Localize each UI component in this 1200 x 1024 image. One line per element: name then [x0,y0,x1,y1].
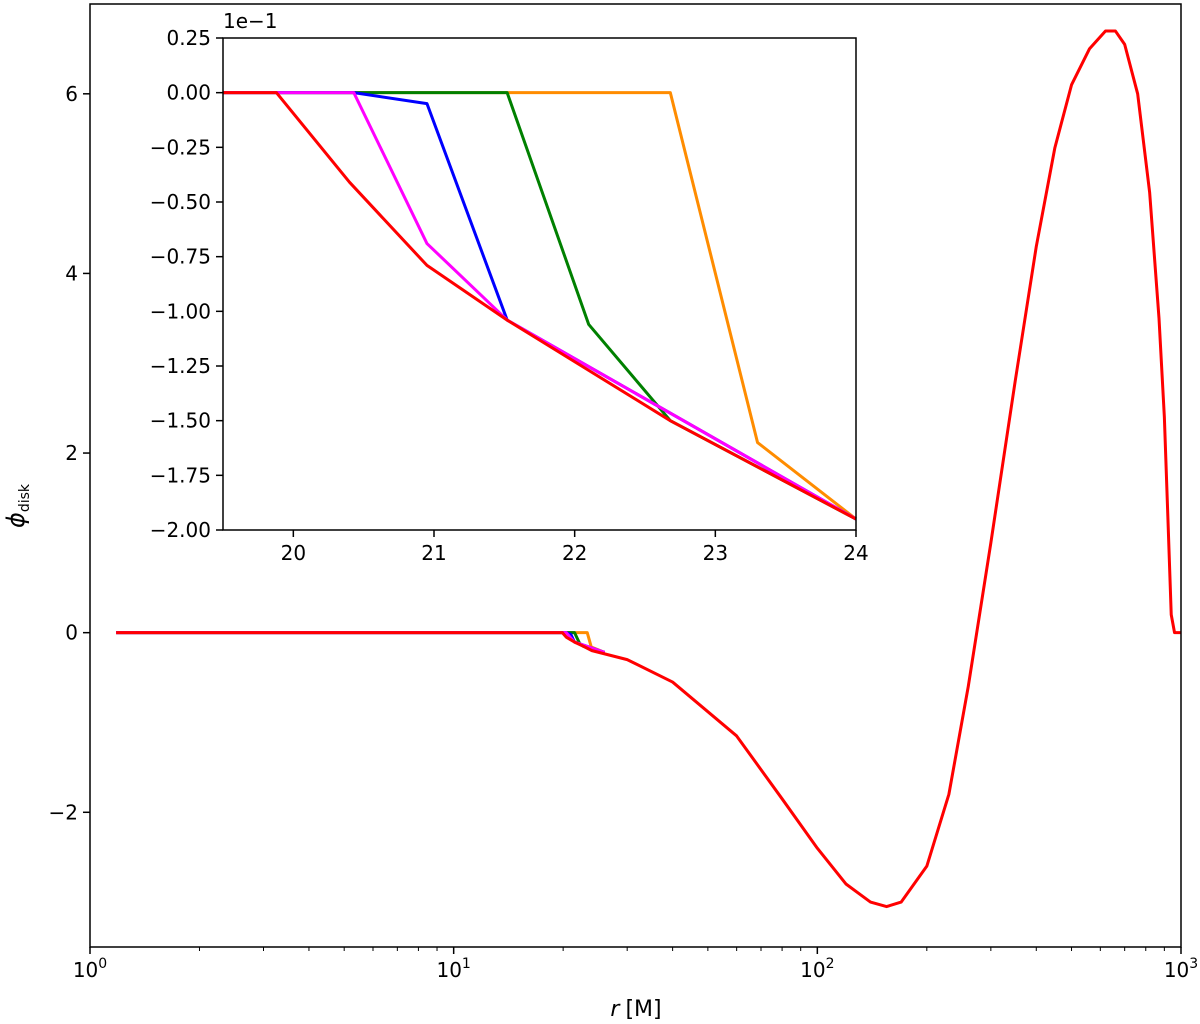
inset-background [223,38,856,530]
inset-x-tick-label-3: 23 [703,541,728,565]
main-x-ticks: 100 101 102 103 [73,947,1198,982]
main-y-tick-label-2: 2 [65,441,78,465]
inset-y-tick-label-8: −1.75 [150,463,211,487]
main-series-line-0 [116,631,606,654]
inset-x-tick-label-1: 21 [421,541,446,565]
main-y-axis-label: ϕdisk [2,483,33,528]
inset-offset-text: 1e−1 [223,9,278,33]
main-series-line-1 [116,631,606,654]
main-y-tick-label-4: 6 [65,82,78,106]
inset-y-tick-label-6: −1.25 [150,354,211,378]
inset-x-tick-label-4: 24 [843,541,868,565]
inset-y-tick-label-9: −2.00 [150,518,211,542]
inset-y-tick-label-3: −0.50 [150,190,211,214]
main-series-line-4 [116,29,1181,909]
inset-y-tick-label-5: −1.00 [150,299,211,323]
main-plot-frame [89,3,1182,948]
main-series-line-2 [116,631,606,654]
main-y-tick-label-0: −2 [49,800,78,824]
inset-x-tick-label-2: 22 [562,541,587,565]
inset-y-ticks: 0.25 0.00 −0.25 −0.50 −0.75 −1.00 −1.25 −1.50 −1… [150,26,223,542]
inset-series-line-3 [223,91,857,521]
inset-y-tick-label-0: 0.25 [166,26,211,50]
inset-x-tick-label-0: 20 [281,541,306,565]
main-y-tick-label-3: 4 [65,261,78,285]
main-x-tick-label-1: 101 [436,956,470,982]
main-x-axis-label: r [M] [610,997,661,1022]
main-x-tick-label-0: 100 [73,956,107,982]
inset-y-tick-label-4: −0.75 [150,245,211,269]
main-y-tick-label-1: 0 [65,621,78,645]
main-x-tick-label-2: 102 [800,956,834,982]
inset-series-lines [223,91,857,521]
main-series-lines [116,29,1181,909]
main-y-ticks: −2 0 2 4 6 [49,82,90,824]
inset-y-tick-label-7: −1.50 [150,409,211,433]
main-series-line-3 [116,631,606,654]
main-x-tick-label-3: 103 [1164,956,1198,982]
inset-y-tick-label-1: 0.00 [166,81,211,105]
inset-x-ticks: 20 21 22 23 24 [281,530,869,565]
inset-y-tick-label-2: −0.25 [150,135,211,159]
inset-plot: 20 21 22 23 24 0.25 0.00 −0.25 −0.50 −0.75 −1.00 −… [150,9,869,565]
inset-plot-frame [222,37,857,531]
inset-series-line-4 [223,91,857,521]
